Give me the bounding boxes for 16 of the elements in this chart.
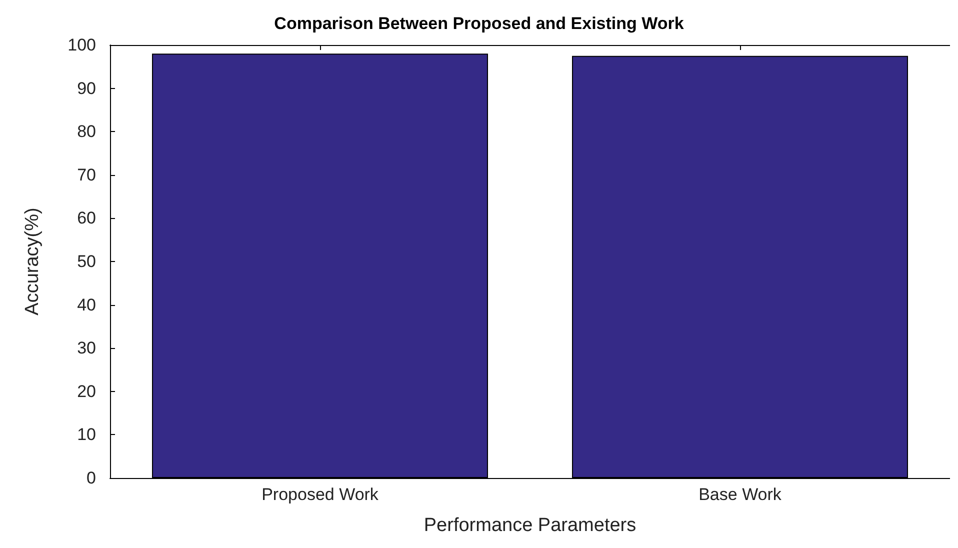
y-tick-label: 40 — [77, 295, 96, 314]
x-tick-label: Proposed Work — [262, 485, 379, 504]
x-tick-label: Base Work — [698, 485, 782, 504]
y-tick-label: 60 — [77, 208, 96, 228]
y-tick-label: 10 — [77, 425, 96, 444]
y-tick-label: 20 — [77, 382, 96, 401]
y-tick-label: 80 — [77, 122, 96, 142]
y-tick-label: 70 — [77, 165, 96, 184]
chart-title: Comparison Between Proposed and Existing Work — [274, 14, 684, 33]
y-tick-label: 90 — [77, 78, 96, 98]
y-tick-label: 50 — [77, 252, 96, 271]
x-axis-title: Performance Parameters — [424, 515, 636, 536]
y-tick-label: 30 — [77, 338, 96, 358]
y-tick-label: 0 — [86, 468, 96, 488]
y-axis-title: Accuracy(%) — [22, 208, 43, 316]
y-tick-label: 100 — [68, 36, 96, 54]
